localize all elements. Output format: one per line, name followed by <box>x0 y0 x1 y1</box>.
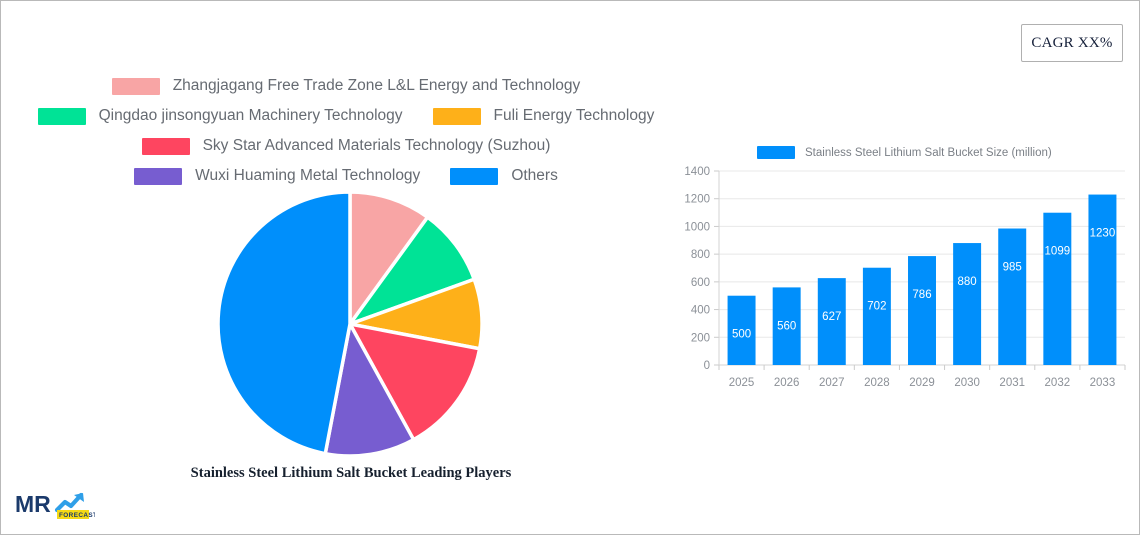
bar-data-label: 786 <box>912 289 931 301</box>
y-axis-label: 1400 <box>684 166 710 178</box>
pie-legend-row: Wuxi Huaming Metal Technology Others <box>1 161 691 191</box>
bar[interactable] <box>727 295 756 365</box>
arrow-head-icon <box>74 493 84 502</box>
x-axis-label: 2026 <box>774 377 800 389</box>
bar-data-label: 1099 <box>1045 246 1071 258</box>
legend-item-wuxi[interactable]: Wuxi Huaming Metal Technology <box>134 167 420 185</box>
cagr-badge: CAGR XX% <box>1021 24 1123 62</box>
logo-wordmark: MR <box>15 491 51 517</box>
legend-swatch <box>111 77 160 95</box>
logo-svg: MR FORECAST <box>15 491 95 519</box>
bar-data-label: 880 <box>958 276 977 288</box>
legend-label: Fuli Energy Technology <box>493 107 655 124</box>
pie-legend-row: Qingdao jinsongyuan Machinery Technology… <box>1 101 691 131</box>
legend-swatch <box>450 167 499 185</box>
logo-ribbon <box>57 510 89 519</box>
pie-chart <box>190 189 510 459</box>
bar[interactable] <box>953 243 982 365</box>
logo-ribbon-text: FORECAST <box>59 512 95 519</box>
y-axis-label: 0 <box>704 360 710 372</box>
trend-arrow-icon <box>54 492 84 513</box>
bar[interactable] <box>1088 194 1117 365</box>
legend-label: Others <box>511 167 558 184</box>
pie-legend-row: Sky Star Advanced Materials Technology (… <box>1 131 691 161</box>
pie-slice[interactable] <box>348 322 482 442</box>
legend-item-qingdao[interactable]: Qingdao jinsongyuan Machinery Technology <box>37 107 403 125</box>
mr-forecast-logo: MR FORECAST <box>15 488 95 522</box>
legend-swatch <box>141 137 190 155</box>
pie-slice[interactable] <box>323 322 416 458</box>
bar[interactable] <box>998 228 1027 365</box>
legend-label: Wuxi Huaming Metal Technology <box>195 167 421 184</box>
bar-data-label: 702 <box>867 301 886 313</box>
x-axis-label: 2033 <box>1090 377 1116 389</box>
bar-chart-svg: 0 200 400 600 800 1000 1200 1400 500 2025 560 2026 6… <box>684 166 1126 389</box>
cagr-label: CAGR XX% <box>1031 34 1113 51</box>
bar-legend-swatch <box>757 146 795 159</box>
y-axis-label: 600 <box>691 277 710 289</box>
legend-swatch <box>37 107 86 125</box>
y-axis-label: 200 <box>691 332 710 344</box>
legend-label: Zhangjagang Free Trade Zone L&L Energy a… <box>172 77 581 94</box>
bar-data-label: 500 <box>732 329 751 341</box>
pie-legend-row: Zhangjagang Free Trade Zone L&L Energy a… <box>1 71 691 101</box>
bar-chart-legend[interactable]: Stainless Steel Lithium Salt Bucket Size… <box>757 146 1052 159</box>
x-axis-label: 2032 <box>1045 377 1071 389</box>
pie-chart-title: Stainless Steel Lithium Salt Bucket Lead… <box>190 465 512 481</box>
bar-data-label: 1230 <box>1090 228 1116 240</box>
legend-item-zhangjagang[interactable]: Zhangjagang Free Trade Zone L&L Energy a… <box>111 77 581 95</box>
legend-swatch <box>432 107 481 125</box>
y-axis-label: 1200 <box>684 194 710 206</box>
pie-legend: Zhangjagang Free Trade Zone L&L Energy a… <box>1 71 691 191</box>
bar-data-label: 560 <box>777 320 796 332</box>
bar-chart: Stainless Steel Lithium Salt Bucket Size… <box>677 141 1129 409</box>
legend-swatch <box>134 167 183 185</box>
legend-item-others[interactable]: Others <box>450 167 558 185</box>
bar-data-label: 985 <box>1003 262 1022 274</box>
legend-item-fuli[interactable]: Fuli Energy Technology <box>432 107 655 125</box>
x-axis-label: 2030 <box>954 377 980 389</box>
pie-chart-svg <box>216 190 484 458</box>
y-axis-label: 800 <box>691 249 710 261</box>
x-axis-label: 2029 <box>909 377 935 389</box>
pie-slice[interactable] <box>216 190 352 456</box>
x-axis-label: 2031 <box>999 377 1025 389</box>
y-axis-label: 1000 <box>684 221 710 233</box>
bar-legend-label: Stainless Steel Lithium Salt Bucket Size… <box>805 146 1052 159</box>
bar[interactable] <box>862 267 891 365</box>
bar[interactable] <box>772 287 801 365</box>
bar[interactable] <box>1043 212 1072 365</box>
bar[interactable] <box>817 278 846 365</box>
x-axis-label: 2025 <box>729 377 755 389</box>
x-axis-label: 2027 <box>819 377 845 389</box>
bar[interactable] <box>908 256 936 365</box>
legend-label: Qingdao jinsongyuan Machinery Technology <box>98 107 403 124</box>
bar-data-label: 627 <box>822 311 841 323</box>
legend-label: Sky Star Advanced Materials Technology (… <box>202 137 551 154</box>
x-axis-label: 2028 <box>864 377 890 389</box>
y-axis-label: 400 <box>691 305 710 317</box>
legend-item-skystar[interactable]: Sky Star Advanced Materials Technology (… <box>141 137 551 155</box>
